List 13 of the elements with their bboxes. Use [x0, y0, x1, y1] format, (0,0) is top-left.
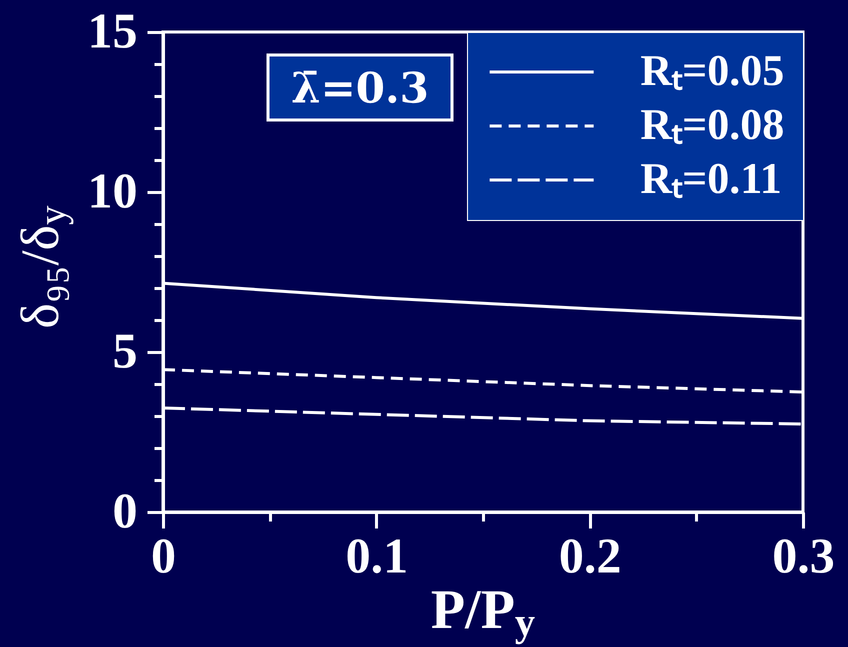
x-tick-label: 0 — [151, 528, 176, 584]
annotation: λ̄=0.3 — [291, 64, 429, 112]
y-tick-label: 0 — [112, 482, 138, 538]
x-tick-label: 0.2 — [558, 528, 622, 584]
x-tick-label: 0.1 — [346, 528, 408, 584]
y-tick-label: 10 — [88, 162, 138, 218]
x-tick-label: 0.3 — [772, 528, 835, 584]
legend-label: Rₜ=0.08 — [640, 100, 784, 149]
y-tick-label: 5 — [112, 322, 138, 378]
y-tick-label: 15 — [88, 2, 138, 58]
legend-label: Rₜ=0.05 — [640, 46, 784, 95]
y-axis-title: δ₉₅/δy — [10, 205, 74, 329]
legend-label: Rₜ=0.11 — [640, 154, 782, 203]
